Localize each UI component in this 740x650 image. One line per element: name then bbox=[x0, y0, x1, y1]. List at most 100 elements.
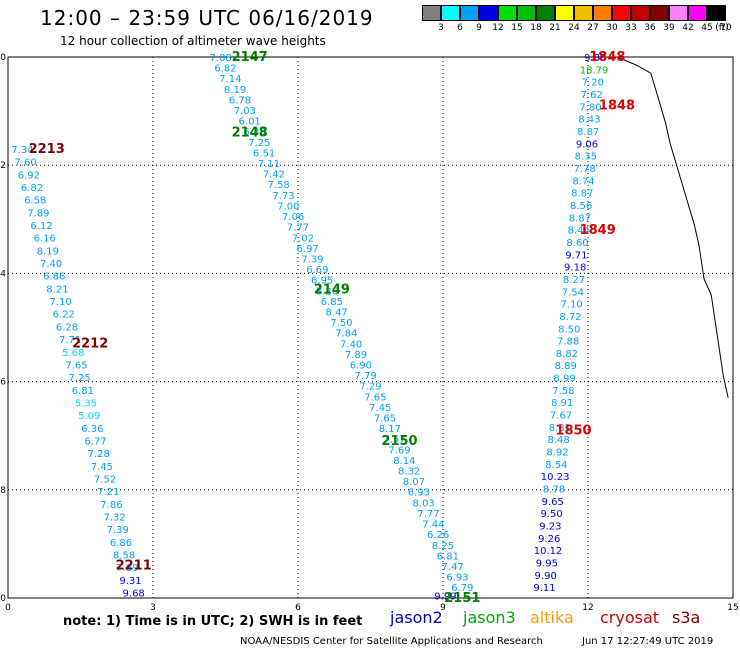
color-scale-label: 42 bbox=[682, 23, 694, 33]
swh-value: 7.11 bbox=[258, 159, 280, 170]
swh-value: 9.11 bbox=[533, 583, 555, 594]
swh-value: 9.23 bbox=[539, 522, 561, 533]
swh-value: 8.17 bbox=[379, 424, 401, 435]
swh-value: 7.42 bbox=[263, 170, 285, 181]
swh-value: 7.20 bbox=[582, 78, 604, 89]
swh-value: 8.82 bbox=[556, 349, 578, 360]
color-scale-swatch bbox=[707, 5, 726, 21]
coastline bbox=[616, 56, 729, 398]
swh-value: 7.65 bbox=[374, 414, 396, 425]
credit-line: NOAA/NESDIS Center for Satellite Applica… bbox=[240, 636, 543, 647]
pass-label: 2150 bbox=[381, 434, 417, 449]
color-scale-swatch bbox=[479, 5, 498, 21]
swh-value: 10.12 bbox=[534, 546, 563, 557]
color-scale-label: 15 bbox=[511, 23, 523, 33]
swh-value: 8.35 bbox=[575, 152, 597, 163]
swh-value: 9.18 bbox=[564, 263, 586, 274]
pass-label: 2151 bbox=[444, 591, 480, 606]
swh-value: 8.26 bbox=[316, 286, 338, 297]
y-tick-label: 30 bbox=[0, 594, 6, 604]
color-scale-label: 70 bbox=[720, 23, 732, 33]
swh-value: 7.08 bbox=[210, 53, 232, 64]
swh-value: 8.92 bbox=[546, 448, 568, 459]
color-scale-swatch bbox=[498, 5, 517, 21]
swh-value: 7.67 bbox=[550, 411, 572, 422]
y-tick-label: 22 bbox=[0, 161, 6, 171]
swh-value: 7.45 bbox=[369, 403, 391, 414]
swh-value: 7.80 bbox=[579, 102, 601, 113]
swh-value: 8.03 bbox=[413, 498, 435, 509]
swh-value: 7.03 bbox=[234, 106, 256, 117]
pass-label: 1848 bbox=[589, 50, 625, 65]
swh-value: 6.86 bbox=[43, 272, 65, 283]
x-tick-label: 6 bbox=[295, 603, 301, 613]
plot-frame bbox=[7, 56, 734, 599]
color-scale-swatch bbox=[574, 5, 593, 21]
color-scale-label: 30 bbox=[606, 23, 618, 33]
swh-value: 7.58 bbox=[268, 180, 290, 191]
color-scale-swatch bbox=[536, 5, 555, 21]
color-scale-swatch bbox=[441, 5, 460, 21]
color-scale-label: 12 bbox=[492, 23, 504, 33]
swh-value: 8.19 bbox=[224, 85, 246, 96]
swh-value: 7.62 bbox=[581, 90, 603, 101]
footer-note: note: 1) Time is in UTC; 2) SWH is in fe… bbox=[63, 614, 363, 629]
swh-value: 8.48 bbox=[548, 435, 570, 446]
swh-value: 8.44 bbox=[568, 226, 590, 237]
page-title: 12:00 – 23:59 UTC 06/16/2019 bbox=[40, 6, 374, 30]
swh-value: 8.32 bbox=[398, 467, 420, 478]
swh-value: 6.28 bbox=[56, 322, 78, 333]
swh-value: 6.82 bbox=[214, 64, 236, 75]
swh-value: 7.10 bbox=[49, 297, 71, 308]
swh-value: 6.81 bbox=[437, 551, 459, 562]
swh-value: 7.39 bbox=[301, 254, 323, 265]
swh-value: 6.90 bbox=[350, 361, 372, 372]
color-scale-label: 45 bbox=[701, 23, 713, 33]
swh-value: 7.32 bbox=[103, 513, 125, 524]
x-tick-label: 9 bbox=[440, 603, 446, 613]
color-scale-label: 6 bbox=[457, 23, 463, 33]
swh-value: 9.71 bbox=[565, 250, 587, 261]
pass-label: 1849 bbox=[580, 223, 616, 238]
swh-value: 6.85 bbox=[321, 297, 343, 308]
color-scale-label: 18 bbox=[530, 23, 542, 33]
swh-value: 7.69 bbox=[388, 445, 410, 456]
swh-value: 7.34 bbox=[11, 145, 33, 156]
swh-value: 9.68 bbox=[123, 589, 145, 600]
color-scale-label: 24 bbox=[568, 23, 580, 33]
color-scale-swatch bbox=[612, 5, 631, 21]
swh-value: 9.90 bbox=[535, 571, 557, 582]
swh-value: 7.10 bbox=[561, 300, 583, 311]
swh-value: 8.25 bbox=[432, 541, 454, 552]
y-tick-label: 24 bbox=[0, 269, 6, 279]
swh-value: 5.68 bbox=[62, 348, 84, 359]
swh-value: 9.26 bbox=[538, 534, 560, 545]
color-scale-swatch bbox=[517, 5, 536, 21]
color-scale-label: 39 bbox=[663, 23, 675, 33]
color-scale-swatch bbox=[593, 5, 612, 21]
swh-value: 6.01 bbox=[239, 117, 261, 128]
swh-value: 7.77 bbox=[417, 509, 439, 520]
swh-value: 8.78 bbox=[543, 485, 565, 496]
swh-value: 7.44 bbox=[422, 520, 444, 531]
swh-value: 6.12 bbox=[30, 221, 52, 232]
swh-value: 6.81 bbox=[72, 386, 94, 397]
swh-value: 6.78 bbox=[229, 95, 251, 106]
pass-label: 2148 bbox=[232, 126, 268, 141]
swh-value: 6.79 bbox=[451, 583, 473, 594]
swh-value: 9.06 bbox=[576, 139, 598, 150]
swh-value: 6.97 bbox=[297, 244, 319, 255]
swh-value: 7.88 bbox=[557, 337, 579, 348]
satellite-legend-item: altika bbox=[530, 608, 574, 627]
color-scale-label: 27 bbox=[587, 23, 599, 33]
swh-value: 7.47 bbox=[442, 562, 464, 573]
color-scale-swatch bbox=[460, 5, 479, 21]
swh-value: 6.22 bbox=[53, 310, 75, 321]
swh-value: 7.52 bbox=[94, 475, 116, 486]
swh-value: 6.69 bbox=[306, 265, 328, 276]
satellite-legend-item: s3a bbox=[672, 608, 701, 627]
swh-value: 6.36 bbox=[81, 424, 103, 435]
swh-value: 6.93 bbox=[446, 573, 468, 584]
swh-value: 7.45 bbox=[91, 462, 113, 473]
